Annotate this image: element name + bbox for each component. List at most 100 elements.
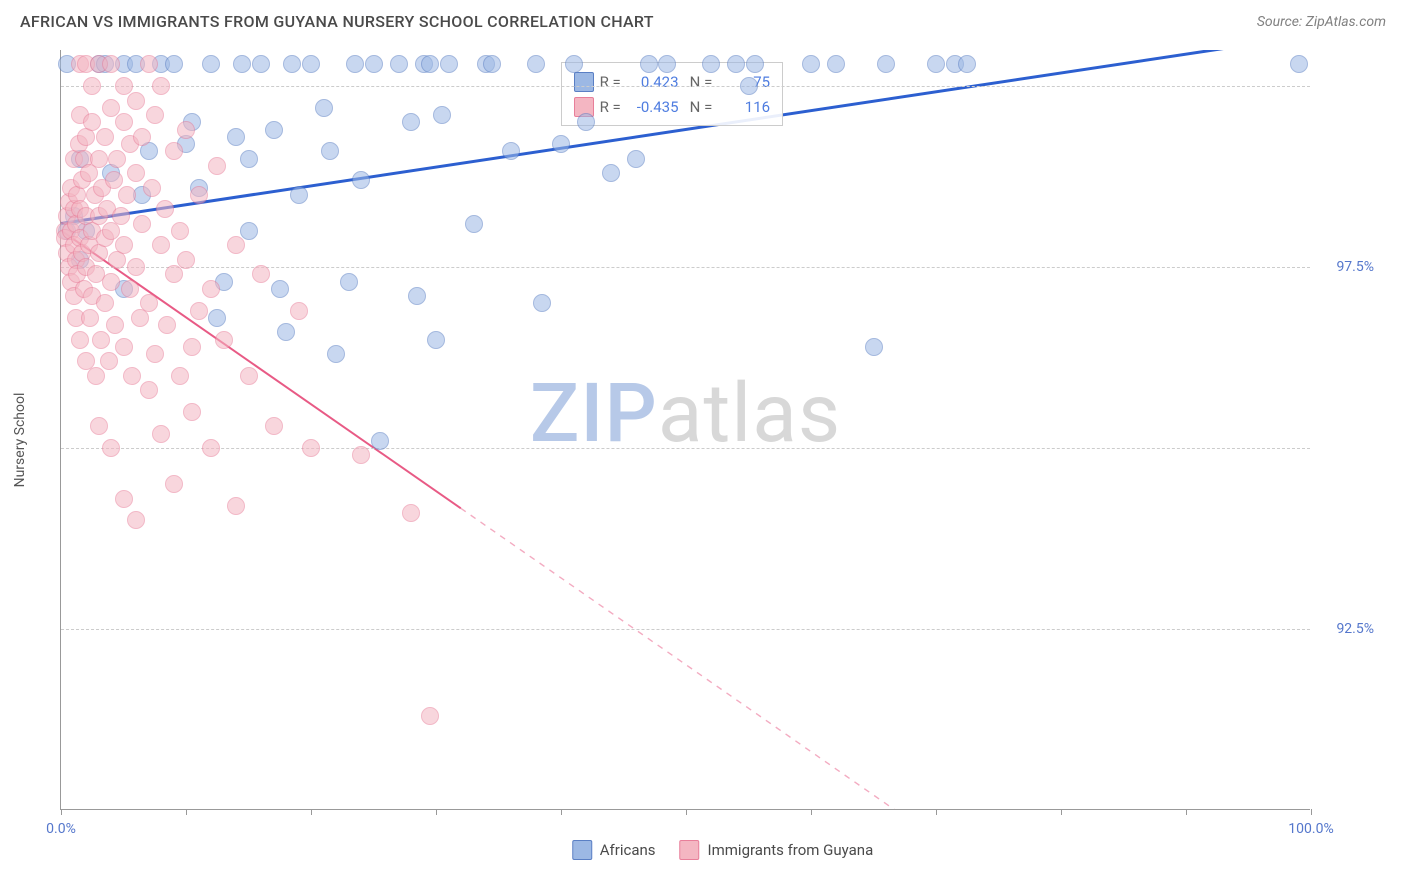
data-point-guyana [90,417,108,435]
data-point-guyana [127,164,145,182]
data-point-guyana [92,331,110,349]
data-point-africans [865,338,883,356]
data-point-guyana [158,316,176,334]
chart-header: AFRICAN VS IMMIGRANTS FROM GUYANA NURSER… [0,0,1406,39]
y-tick-label: 92.5% [1318,621,1374,637]
data-point-guyana [106,316,124,334]
x-tick-label: 0.0% [46,821,76,837]
data-point-africans [827,55,845,73]
data-point-guyana [105,171,123,189]
data-point-guyana [190,302,208,320]
stat-r-label: R = [600,98,625,116]
stats-row-guyana: R = -0.435 N = 116 [574,94,770,119]
data-point-africans [433,106,451,124]
data-point-africans [271,280,289,298]
x-tick [186,809,187,815]
data-point-africans [702,55,720,73]
data-point-guyana [208,157,226,175]
data-point-guyana [171,367,189,385]
data-point-guyana [112,207,130,225]
data-point-africans [927,55,945,73]
data-point-guyana [215,331,233,349]
stat-n-label: N = [679,98,717,116]
data-point-africans [340,273,358,291]
chart-container: Nursery School ZIPatlas R = 0.423 N = 75… [60,50,1385,830]
data-point-guyana [90,150,108,168]
legend-swatch [680,840,700,860]
stat-n-value: 116 [716,95,770,119]
data-point-guyana [302,439,320,457]
data-point-guyana [96,294,114,312]
data-point-guyana [102,439,120,457]
data-point-guyana [177,251,195,269]
data-point-africans [165,55,183,73]
x-tick-label: 100.0% [1288,821,1333,837]
data-point-africans [208,309,226,327]
legend: AfricansImmigrants from Guyana [572,840,874,860]
data-point-africans [233,55,251,73]
data-point-guyana [115,338,133,356]
x-tick [311,809,312,815]
data-point-guyana [156,200,174,218]
x-tick [1311,809,1312,815]
data-point-guyana [240,367,258,385]
data-point-guyana [177,121,195,139]
gridline-h [61,86,1310,87]
chart-title: AFRICAN VS IMMIGRANTS FROM GUYANA NURSER… [20,12,654,31]
y-tick-label: 97.5% [1318,259,1374,275]
data-point-guyana [121,280,139,298]
data-point-africans [465,215,483,233]
data-point-africans [877,55,895,73]
data-point-africans [352,171,370,189]
data-point-africans [565,55,583,73]
data-point-guyana [202,439,220,457]
data-point-africans [371,432,389,450]
legend-label: Immigrants from Guyana [708,841,874,859]
data-point-guyana [118,186,136,204]
data-point-africans [640,55,658,73]
data-point-africans [240,150,258,168]
stat-r-value: 0.423 [625,70,679,94]
data-point-guyana [152,77,170,95]
legend-item: Immigrants from Guyana [680,840,874,860]
stat-r-label: R = [600,73,625,91]
data-point-guyana [265,417,283,435]
data-point-guyana [127,92,145,110]
data-point-africans [240,222,258,240]
y-axis-title: Nursery School [12,393,28,488]
data-point-guyana [100,352,118,370]
data-point-guyana [96,128,114,146]
data-point-guyana [421,707,439,725]
gridline-h [61,448,1310,449]
trendline-dash-guyana [461,508,1310,809]
data-point-guyana [83,77,101,95]
data-point-africans [602,164,620,182]
data-point-africans [740,77,758,95]
data-point-africans [315,99,333,117]
data-point-guyana [183,338,201,356]
x-tick [436,809,437,815]
data-point-africans [321,142,339,160]
data-point-guyana [102,273,120,291]
data-point-africans [802,55,820,73]
x-tick [561,809,562,815]
plot-area: ZIPatlas R = 0.423 N = 75R = -0.435 N = … [60,50,1310,810]
data-point-africans [365,55,383,73]
gridline-h [61,267,1310,268]
data-point-guyana [165,142,183,160]
data-point-guyana [227,236,245,254]
data-point-guyana [102,55,120,73]
data-point-africans [390,55,408,73]
data-point-africans [958,55,976,73]
data-point-guyana [81,309,99,327]
data-point-guyana [190,186,208,204]
data-point-africans [483,55,501,73]
data-point-guyana [115,113,133,131]
data-point-guyana [143,179,161,197]
data-point-africans [227,128,245,146]
data-point-africans [277,323,295,341]
data-point-africans [440,55,458,73]
x-tick [1061,809,1062,815]
chart-source: Source: ZipAtlas.com [1257,14,1386,30]
data-point-guyana [123,367,141,385]
